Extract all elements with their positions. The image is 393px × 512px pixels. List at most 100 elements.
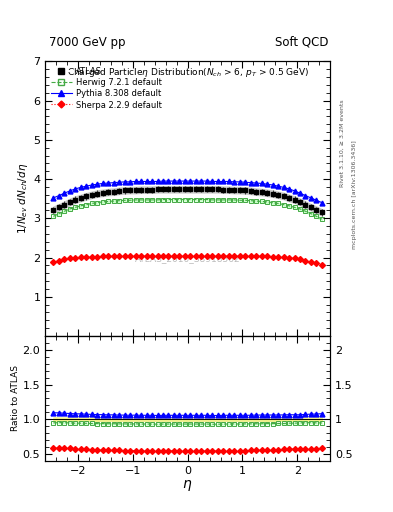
Legend: ATLAS, Herwig 7.2.1 default, Pythia 8.308 default, Sherpa 2.2.9 default: ATLAS, Herwig 7.2.1 default, Pythia 8.30… — [50, 66, 163, 111]
Sherpa 2.2.9 default — [243, 253, 248, 260]
Herwig 7.2.1 default — [243, 197, 248, 203]
Pythia 8.308 default — [128, 179, 132, 185]
Pythia 8.308 default — [281, 184, 286, 190]
Pythia 8.308 default — [84, 183, 89, 189]
Sherpa 2.2.9 default — [210, 253, 215, 260]
Herwig 7.2.1 default — [150, 197, 154, 203]
Sherpa 2.2.9 default — [265, 253, 270, 260]
Pythia 8.308 default — [248, 180, 253, 186]
Pythia 8.308 default — [215, 178, 220, 184]
Sherpa 2.2.9 default — [79, 254, 83, 260]
Line: Herwig 7.2.1 default: Herwig 7.2.1 default — [51, 197, 324, 222]
Sherpa 2.2.9 default — [259, 253, 264, 260]
Herwig 7.2.1 default — [172, 197, 176, 203]
Sherpa 2.2.9 default — [292, 255, 297, 262]
Pythia 8.308 default — [254, 180, 259, 186]
Herwig 7.2.1 default — [193, 197, 198, 203]
Text: ATLAS_2010_S8918562: ATLAS_2010_S8918562 — [135, 254, 241, 264]
Herwig 7.2.1 default — [79, 203, 83, 209]
Pythia 8.308 default — [177, 178, 182, 184]
Herwig 7.2.1 default — [237, 197, 242, 203]
Pythia 8.308 default — [199, 178, 204, 184]
Sherpa 2.2.9 default — [248, 253, 253, 260]
Pythia 8.308 default — [232, 179, 237, 185]
Pythia 8.308 default — [276, 183, 281, 189]
Sherpa 2.2.9 default — [155, 253, 160, 260]
Herwig 7.2.1 default — [298, 206, 302, 212]
Herwig 7.2.1 default — [183, 197, 187, 203]
Text: Charged Particle$\eta$ Distribution($N_{ch}$ > 6, $p_T$ > 0.5 GeV): Charged Particle$\eta$ Distribution($N_{… — [67, 66, 309, 78]
Herwig 7.2.1 default — [309, 210, 313, 217]
Y-axis label: Ratio to ATLAS: Ratio to ATLAS — [11, 366, 20, 432]
Pythia 8.308 default — [286, 186, 291, 192]
Sherpa 2.2.9 default — [270, 254, 275, 260]
Herwig 7.2.1 default — [270, 200, 275, 206]
Pythia 8.308 default — [265, 181, 270, 187]
Herwig 7.2.1 default — [292, 204, 297, 210]
Herwig 7.2.1 default — [144, 197, 149, 203]
Pythia 8.308 default — [90, 182, 94, 188]
Herwig 7.2.1 default — [90, 200, 94, 206]
Text: 7000 GeV pp: 7000 GeV pp — [49, 36, 126, 49]
Pythia 8.308 default — [309, 195, 313, 201]
Sherpa 2.2.9 default — [276, 254, 281, 260]
Sherpa 2.2.9 default — [111, 253, 116, 260]
Text: mcplots.cern.ch [arXiv:1306.3436]: mcplots.cern.ch [arXiv:1306.3436] — [352, 140, 357, 249]
Sherpa 2.2.9 default — [73, 254, 78, 261]
Herwig 7.2.1 default — [128, 197, 132, 203]
Pythia 8.308 default — [292, 188, 297, 194]
Pythia 8.308 default — [320, 200, 324, 206]
Herwig 7.2.1 default — [73, 204, 78, 210]
Pythia 8.308 default — [95, 181, 99, 187]
Pythia 8.308 default — [155, 178, 160, 184]
Pythia 8.308 default — [183, 178, 187, 184]
Herwig 7.2.1 default — [122, 197, 127, 203]
Herwig 7.2.1 default — [111, 198, 116, 204]
Herwig 7.2.1 default — [68, 206, 72, 212]
Sherpa 2.2.9 default — [320, 262, 324, 268]
Herwig 7.2.1 default — [84, 202, 89, 208]
Herwig 7.2.1 default — [221, 197, 226, 203]
Sherpa 2.2.9 default — [254, 253, 259, 260]
Herwig 7.2.1 default — [226, 197, 231, 203]
Sherpa 2.2.9 default — [51, 259, 56, 265]
Pythia 8.308 default — [150, 178, 154, 184]
Herwig 7.2.1 default — [51, 214, 56, 220]
Sherpa 2.2.9 default — [193, 253, 198, 260]
Herwig 7.2.1 default — [254, 198, 259, 204]
Herwig 7.2.1 default — [286, 203, 291, 209]
Pythia 8.308 default — [221, 178, 226, 184]
Text: Rivet 3.1.10, ≥ 3.2M events: Rivet 3.1.10, ≥ 3.2M events — [340, 99, 345, 187]
Herwig 7.2.1 default — [259, 198, 264, 204]
Herwig 7.2.1 default — [177, 197, 182, 203]
X-axis label: $\eta$: $\eta$ — [182, 478, 193, 494]
Pythia 8.308 default — [161, 178, 165, 184]
Pythia 8.308 default — [79, 184, 83, 190]
Sherpa 2.2.9 default — [144, 253, 149, 260]
Sherpa 2.2.9 default — [90, 254, 94, 260]
Sherpa 2.2.9 default — [303, 258, 308, 264]
Sherpa 2.2.9 default — [84, 254, 89, 260]
Sherpa 2.2.9 default — [204, 253, 209, 260]
Sherpa 2.2.9 default — [183, 253, 187, 260]
Herwig 7.2.1 default — [100, 199, 105, 205]
Herwig 7.2.1 default — [117, 198, 121, 204]
Pythia 8.308 default — [144, 178, 149, 184]
Herwig 7.2.1 default — [139, 197, 143, 203]
Pythia 8.308 default — [166, 178, 171, 184]
Pythia 8.308 default — [73, 186, 78, 192]
Sherpa 2.2.9 default — [232, 253, 237, 260]
Pythia 8.308 default — [303, 193, 308, 199]
Sherpa 2.2.9 default — [226, 253, 231, 260]
Sherpa 2.2.9 default — [122, 253, 127, 260]
Pythia 8.308 default — [210, 178, 215, 184]
Sherpa 2.2.9 default — [172, 253, 176, 260]
Sherpa 2.2.9 default — [100, 253, 105, 260]
Sherpa 2.2.9 default — [128, 253, 132, 260]
Herwig 7.2.1 default — [133, 197, 138, 203]
Herwig 7.2.1 default — [265, 199, 270, 205]
Herwig 7.2.1 default — [303, 208, 308, 215]
Pythia 8.308 default — [188, 178, 193, 184]
Herwig 7.2.1 default — [314, 214, 319, 220]
Herwig 7.2.1 default — [276, 200, 281, 206]
